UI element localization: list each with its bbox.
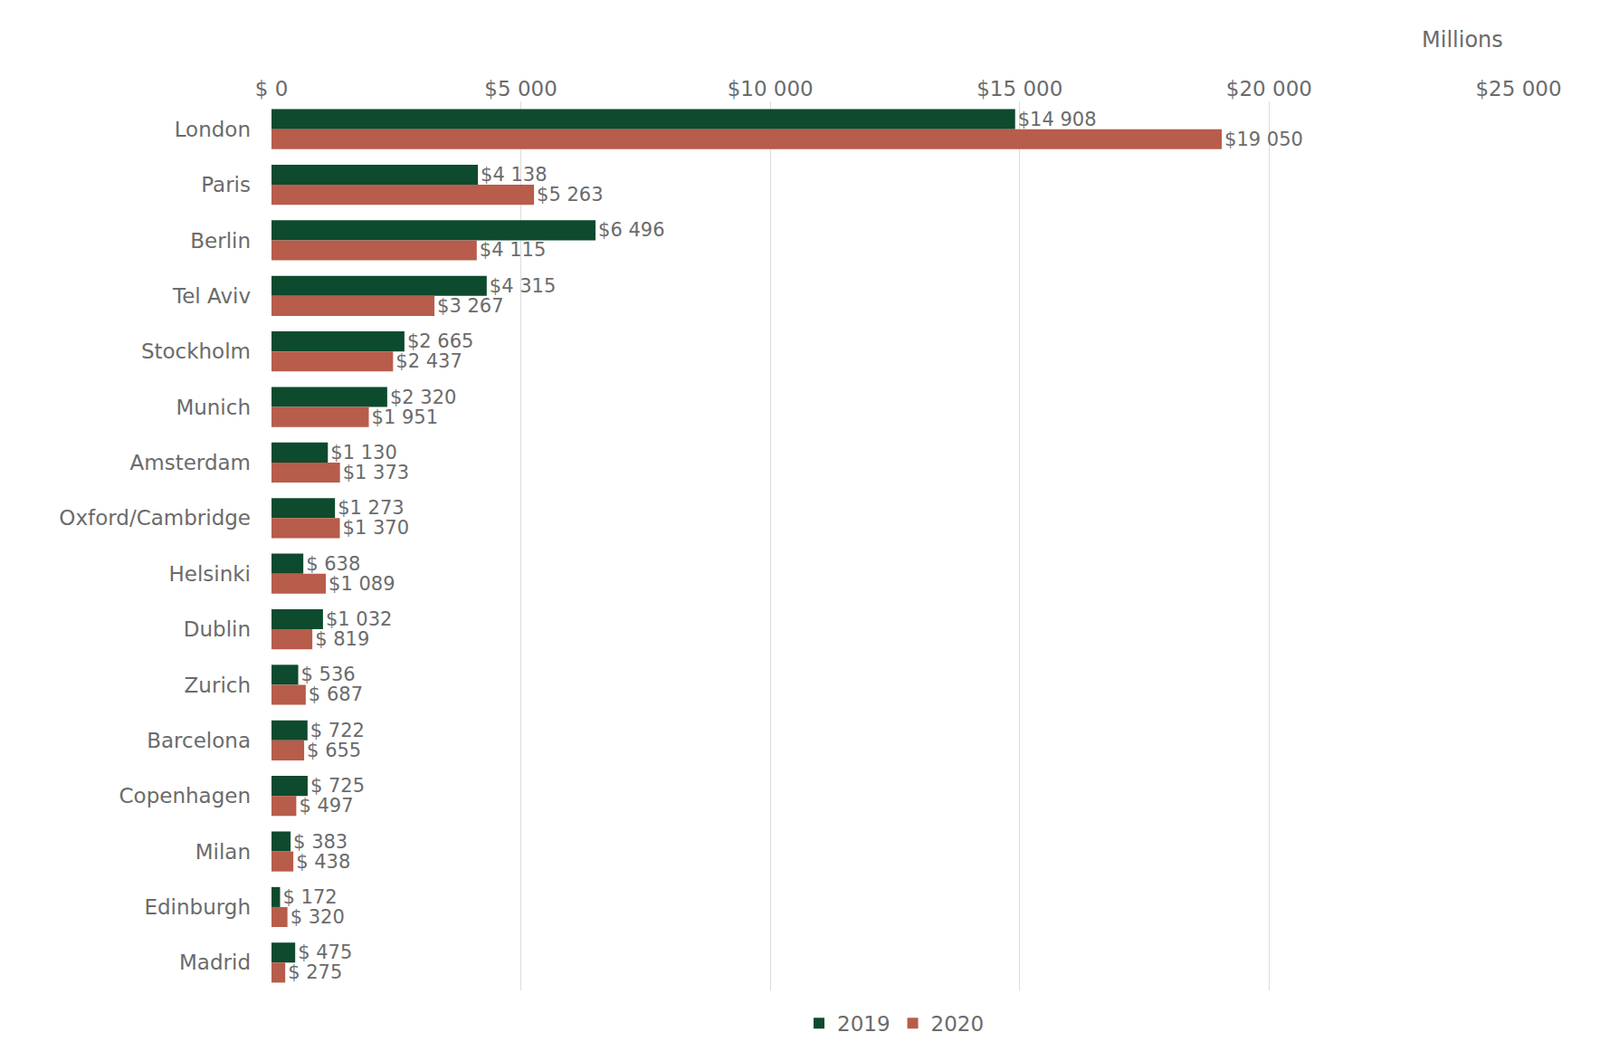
svg-text:Munich: Munich bbox=[175, 395, 251, 420]
svg-text:$ 320: $ 320 bbox=[290, 905, 345, 928]
svg-text:Stockholm: Stockholm bbox=[141, 339, 251, 363]
svg-text:$ 687: $ 687 bbox=[308, 683, 363, 705]
svg-text:$ 638: $ 638 bbox=[305, 552, 361, 575]
svg-text:$ 722: $ 722 bbox=[310, 719, 365, 742]
svg-text:$2 437: $2 437 bbox=[395, 350, 462, 372]
svg-text:$ 655: $ 655 bbox=[306, 739, 362, 762]
svg-text:$ 438: $ 438 bbox=[295, 850, 351, 873]
svg-text:Edinburgh: Edinburgh bbox=[143, 895, 251, 919]
svg-text:Dublin: Dublin bbox=[183, 617, 251, 641]
svg-text:$1 951: $1 951 bbox=[371, 406, 439, 429]
svg-text:$1 373: $1 373 bbox=[342, 461, 410, 484]
svg-text:Millions: Millions bbox=[1421, 27, 1504, 53]
svg-text:London: London bbox=[174, 117, 251, 142]
svg-text:Tel Aviv: Tel Aviv bbox=[171, 284, 251, 308]
svg-text:Helsinki: Helsinki bbox=[169, 561, 252, 586]
svg-text:$14 908: $14 908 bbox=[1018, 108, 1097, 131]
svg-text:$3 267: $3 267 bbox=[437, 295, 504, 317]
svg-text:$2 665: $2 665 bbox=[407, 330, 474, 353]
svg-text:$1 130: $1 130 bbox=[330, 441, 397, 464]
svg-text:Copenhagen: Copenhagen bbox=[119, 783, 251, 808]
svg-text:Paris: Paris bbox=[200, 172, 251, 197]
svg-text:$1 032: $1 032 bbox=[325, 608, 392, 630]
svg-text:$4 138: $4 138 bbox=[480, 163, 547, 186]
svg-text:$ 536: $ 536 bbox=[301, 663, 356, 686]
svg-text:$15 000: $15 000 bbox=[976, 76, 1063, 101]
svg-text:Milan: Milan bbox=[195, 839, 251, 864]
svg-text:$1 273: $1 273 bbox=[337, 496, 404, 519]
svg-text:$4 115: $4 115 bbox=[479, 238, 546, 261]
svg-text:$4 315: $4 315 bbox=[489, 275, 556, 297]
svg-text:Zurich: Zurich bbox=[184, 672, 251, 696]
svg-text:$1 089: $1 089 bbox=[328, 572, 395, 595]
svg-text:Barcelona: Barcelona bbox=[146, 728, 251, 753]
svg-text:$5 000: $5 000 bbox=[484, 76, 557, 101]
svg-text:2019: 2019 bbox=[837, 1011, 891, 1036]
svg-text:$ 172: $ 172 bbox=[282, 885, 337, 908]
svg-text:$ 475: $ 475 bbox=[297, 941, 353, 963]
svg-text:Oxford/Cambridge: Oxford/Cambridge bbox=[58, 505, 251, 530]
svg-text:Amsterdam: Amsterdam bbox=[130, 450, 251, 475]
svg-text:$ 0: $ 0 bbox=[255, 76, 289, 101]
svg-text:$ 725: $ 725 bbox=[310, 774, 365, 797]
svg-text:$20 000: $20 000 bbox=[1226, 76, 1313, 101]
svg-text:$2 320: $2 320 bbox=[390, 386, 457, 409]
svg-text:$1 370: $1 370 bbox=[342, 516, 410, 539]
svg-text:$ 497: $ 497 bbox=[298, 794, 353, 817]
svg-text:$ 275: $ 275 bbox=[287, 961, 343, 983]
svg-text:$19 050: $19 050 bbox=[1224, 128, 1304, 151]
svg-text:$ 383: $ 383 bbox=[293, 830, 348, 853]
svg-text:$5 263: $5 263 bbox=[536, 183, 603, 206]
svg-text:Berlin: Berlin bbox=[190, 228, 251, 252]
svg-text:2020: 2020 bbox=[931, 1011, 985, 1036]
svg-text:Madrid: Madrid bbox=[179, 950, 251, 974]
svg-text:$ 819: $ 819 bbox=[314, 628, 370, 650]
svg-text:$25 000: $25 000 bbox=[1475, 76, 1562, 101]
svg-text:$10 000: $10 000 bbox=[727, 76, 814, 101]
svg-text:$6 496: $6 496 bbox=[598, 219, 665, 241]
